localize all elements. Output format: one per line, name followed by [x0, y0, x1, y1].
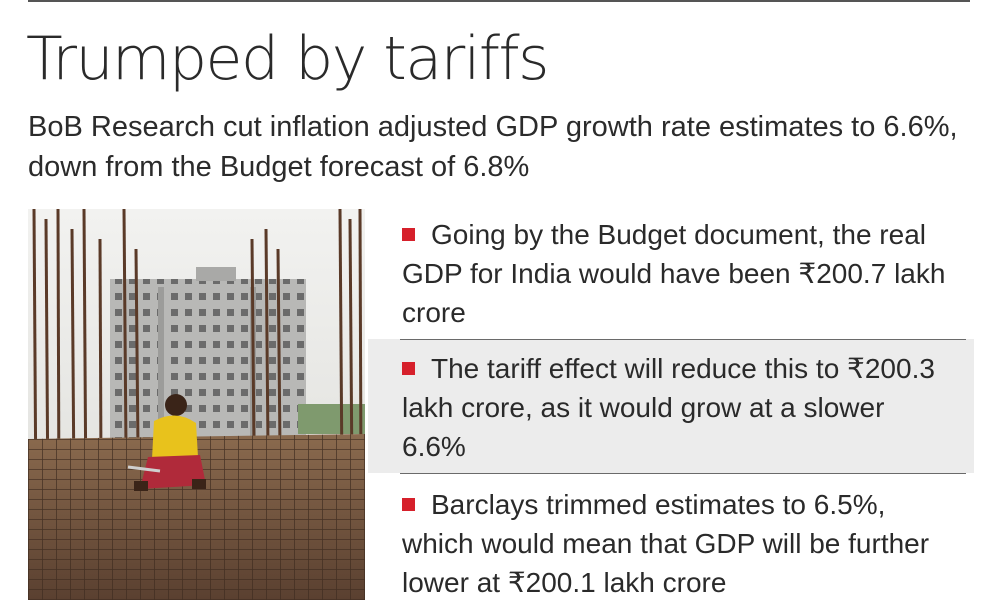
bullet-item: Going by the Budget document, the real G…	[368, 215, 974, 339]
bullet-text: The tariff effect will reduce this to ₹2…	[402, 353, 935, 462]
red-square-bullet-icon	[402, 362, 415, 375]
building-icon	[110, 267, 306, 439]
bullet-text: Barclays trimmed estimates to 6.5%, whic…	[402, 489, 930, 598]
worker-figure-icon	[127, 394, 206, 491]
bullet-item-highlighted: The tariff effect will reduce this to ₹2…	[368, 339, 974, 473]
bullet-text: Going by the Budget document, the real G…	[402, 219, 946, 328]
red-square-bullet-icon	[402, 228, 415, 241]
bullet-list: Going by the Budget document, the real G…	[368, 215, 974, 600]
top-rule	[28, 0, 970, 2]
bullet-item: Barclays trimmed estimates to 6.5%, whic…	[368, 473, 974, 600]
headline: Trumped by tariffs	[26, 24, 549, 94]
construction-site-photo	[28, 209, 365, 600]
divider	[400, 473, 966, 474]
red-square-bullet-icon	[402, 498, 415, 511]
divider	[400, 339, 966, 340]
subhead: BoB Research cut inflation adjusted GDP …	[28, 111, 958, 183]
